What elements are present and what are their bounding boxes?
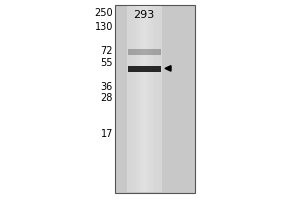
Bar [155,6,157,192]
Bar [134,6,136,192]
Text: 36: 36 [101,82,113,92]
Text: 55: 55 [100,58,113,68]
Bar [132,6,134,192]
Bar [153,6,155,192]
Bar [129,6,130,192]
Bar [127,6,162,192]
Bar [160,6,162,192]
Bar [157,6,158,192]
Bar [127,6,129,192]
Bar [139,6,141,192]
Bar [150,6,152,192]
Text: 250: 250 [94,8,113,18]
Bar [130,6,132,192]
Text: 72: 72 [100,46,113,56]
Bar [158,6,160,192]
Bar [152,6,153,192]
Bar [115,5,195,193]
Bar [146,6,148,192]
Bar [141,6,143,192]
Text: 17: 17 [100,129,113,139]
Bar [148,6,150,192]
Bar [137,6,139,192]
Polygon shape [165,66,171,71]
Bar [128,66,161,72]
Bar [128,49,161,55]
Text: 293: 293 [134,10,154,20]
Text: 130: 130 [94,22,113,32]
Bar [136,6,137,192]
Bar [145,6,146,192]
Bar [143,6,145,192]
Text: 28: 28 [100,93,113,103]
